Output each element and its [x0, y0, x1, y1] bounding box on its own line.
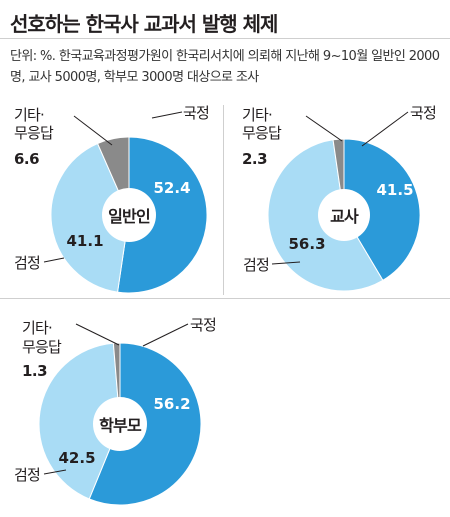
- other-label-line2: 무응답: [14, 124, 54, 142]
- approved-value: 56.3: [288, 235, 326, 253]
- source-note: 단위: %. 한국교육과정평가원이 한국리서치에 의뢰해 지난해 9~10월 일…: [10, 49, 440, 85]
- national-value: 41.5: [376, 181, 414, 199]
- national-label: 국정: [190, 316, 217, 334]
- national-label: 국정: [410, 104, 437, 122]
- leader-line-national: [142, 323, 189, 347]
- leader-line-other: [305, 115, 343, 142]
- leader-line-approved: [271, 261, 301, 265]
- leader-line-national: [151, 111, 183, 119]
- other-label-line2: 무응답: [22, 338, 62, 356]
- horizontal-divider: [0, 298, 450, 299]
- vertical-divider: [223, 105, 224, 295]
- donut-center: [318, 189, 370, 241]
- national-value: 52.4: [153, 179, 191, 197]
- other-value: 1.3: [22, 362, 48, 380]
- leader-line-national: [361, 111, 409, 147]
- other-value: 6.6: [14, 150, 40, 168]
- approved-label: 검정: [14, 466, 41, 484]
- chart-title: 선호하는 한국사 교과서 발행 체제: [10, 12, 278, 36]
- leader-line-other: [75, 323, 120, 346]
- approved-label: 검정: [243, 256, 270, 274]
- center-label: 일반인: [108, 207, 151, 226]
- leader-line-approved: [43, 469, 67, 475]
- national-value: 56.2: [153, 395, 191, 413]
- approved-value: 42.5: [58, 449, 96, 467]
- title-divider: [0, 38, 450, 39]
- other-label-line1: 기타·: [242, 106, 273, 124]
- leader-line-approved: [43, 257, 65, 263]
- approved-label: 검정: [14, 254, 41, 272]
- national-label: 국정: [183, 104, 210, 122]
- other-value: 2.3: [242, 150, 268, 168]
- donut-slice-national: [116, 136, 208, 294]
- center-label: 학부모: [99, 416, 142, 435]
- other-label-line1: 기타·: [22, 319, 53, 337]
- approved-value: 41.1: [66, 232, 104, 250]
- center-label: 교사: [330, 207, 359, 226]
- leader-line-other: [73, 115, 113, 146]
- donut-slice-approved: [38, 342, 121, 500]
- other-label-line1: 기타·: [14, 106, 45, 124]
- donut-center: [102, 188, 156, 242]
- donut-slice-approved: [50, 142, 130, 293]
- donut-center: [93, 397, 147, 451]
- other-label-line2: 무응답: [242, 124, 282, 142]
